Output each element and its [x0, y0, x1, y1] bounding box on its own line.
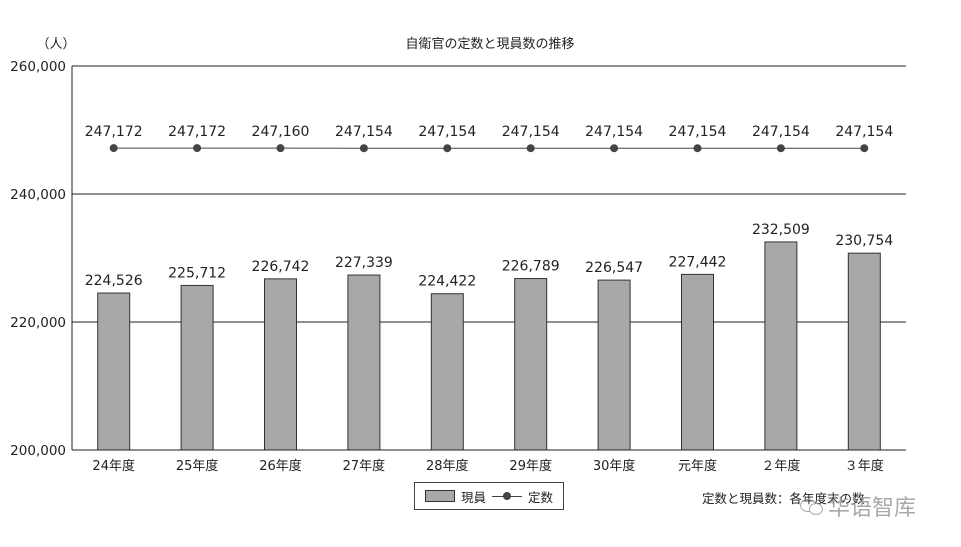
bar-value-label: 227,339	[335, 255, 393, 271]
bar-value-label: 230,754	[835, 233, 893, 249]
bar	[764, 241, 798, 451]
line-point	[693, 144, 702, 153]
x-tick-label: 29年度	[509, 458, 552, 474]
bar-value-label: 226,789	[502, 259, 560, 275]
line-point	[526, 144, 535, 153]
watermark-text: 华语智库	[828, 496, 917, 521]
bar	[681, 273, 714, 451]
x-tick-label: ３年度	[845, 458, 884, 474]
bar-value-label: 226,547	[585, 260, 643, 276]
line-point	[359, 144, 368, 153]
bar-value-label: 227,442	[669, 254, 727, 270]
x-tick-labels: 24年度 25年度 26年度 27年度 28年度 29年度 30年度 元年度 ２年度 ３年度	[92, 458, 883, 474]
legend-line-marker-icon	[492, 490, 522, 502]
line-point	[860, 144, 869, 153]
line-value-label: 247,154	[669, 124, 727, 140]
line-value-label: 247,172	[85, 124, 143, 140]
line-point	[109, 144, 118, 153]
line-value-label: 247,160	[252, 124, 310, 140]
bar-value-label: 224,422	[418, 274, 476, 290]
bar	[264, 278, 297, 451]
x-tick-label: 元年度	[678, 458, 717, 474]
x-tick-label: 25年度	[176, 458, 219, 474]
x-tick-label: 27年度	[343, 458, 386, 474]
line-value-label: 247,154	[418, 124, 476, 140]
legend-bar-label: 現員	[460, 489, 486, 505]
legend: 現員 定数	[414, 482, 564, 510]
line-value-label: 247,154	[835, 124, 893, 140]
line-point	[776, 144, 785, 153]
line-point	[443, 144, 452, 153]
y-unit-label: （人）	[36, 37, 75, 52]
bar	[347, 274, 381, 451]
line-point	[193, 144, 202, 153]
x-tick-label: 30年度	[593, 458, 636, 474]
x-tick-label: 28年度	[426, 458, 469, 474]
bar-value-label: 232,509	[752, 222, 810, 238]
line-value-label: 247,154	[502, 124, 560, 140]
bar	[180, 284, 214, 451]
chat-bubble-icon	[800, 497, 823, 515]
bar	[597, 279, 631, 451]
bar	[514, 278, 548, 451]
bar	[847, 252, 881, 451]
y-tick-labels: 200,000 220,000 240,000 260,000	[10, 59, 66, 459]
x-tick-label: 24年度	[92, 458, 135, 474]
line-point	[276, 144, 285, 153]
bar-value-label: 225,712	[168, 265, 226, 281]
bar	[97, 292, 131, 451]
line-value-label: 247,154	[335, 124, 393, 140]
line-value-labels: 247,172 247,172 247,160 247,154 247,154 247,1…	[85, 124, 894, 140]
line-teisu	[109, 144, 869, 153]
legend-line-label: 定数	[528, 489, 554, 505]
x-tick-label: ２年度	[761, 458, 800, 474]
chart-note: 定数と現員数：各年度末の数	[702, 491, 865, 506]
y-tick-label: 200,000	[10, 443, 66, 459]
bars-genin	[97, 241, 881, 451]
line-value-label: 247,172	[168, 124, 226, 140]
bar-value-label: 226,742	[252, 259, 310, 275]
watermark: 华语智库	[800, 490, 916, 522]
line-value-label: 247,154	[752, 124, 810, 140]
x-tick-label: 26年度	[259, 458, 302, 474]
chart-title: 自衛官の定数と現員数の推移	[405, 36, 574, 52]
y-tick-label: 260,000	[10, 59, 66, 75]
bar	[430, 293, 464, 451]
y-tick-label: 240,000	[10, 187, 66, 203]
line-value-label: 247,154	[585, 124, 643, 140]
y-tick-label: 220,000	[10, 315, 66, 331]
bar-value-labels: 224,526 225,712 226,742 227,339 224,422 226,7…	[85, 222, 894, 290]
line-point	[610, 144, 619, 153]
legend-bar-swatch	[424, 490, 455, 502]
bar-value-label: 224,526	[85, 273, 143, 289]
